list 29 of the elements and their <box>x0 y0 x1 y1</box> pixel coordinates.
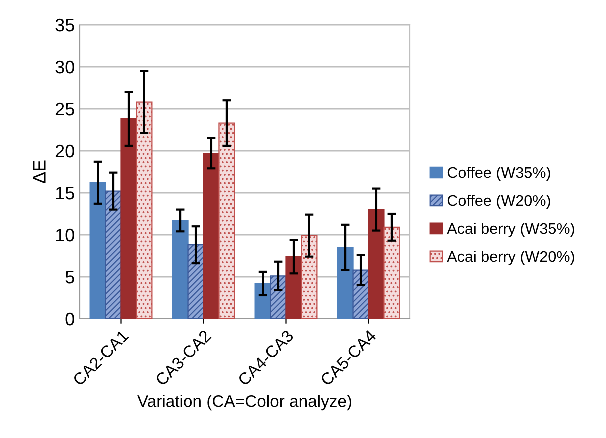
legend-label: Acai berry (W35%) <box>447 222 574 238</box>
y-tick-label: 15 <box>56 187 74 200</box>
bar <box>301 235 318 319</box>
bar <box>188 244 204 319</box>
bar <box>384 226 400 319</box>
bar <box>368 209 385 319</box>
bar <box>105 190 122 319</box>
legend-label: Coffee (W35%) <box>448 166 550 182</box>
y-tick-label: 10 <box>56 228 74 242</box>
x-axis-title: Variation (CA=Color analyze) <box>138 395 352 411</box>
y-tick-label: 30 <box>56 60 74 74</box>
bar <box>270 276 287 319</box>
legend-label: Coffee (W20%) <box>448 194 550 210</box>
y-tick-label: 5 <box>66 271 74 284</box>
bar <box>286 256 302 319</box>
legend-label: Acai berry (W20%) <box>447 250 574 266</box>
bar <box>218 122 236 319</box>
y-tick-label: 35 <box>56 18 74 32</box>
y-tick-label: 20 <box>56 144 74 158</box>
bar <box>120 118 138 319</box>
y-axis-title: ΔE <box>33 160 46 184</box>
bar <box>136 102 153 319</box>
bar <box>203 152 220 319</box>
y-tick-label: 0 <box>66 312 74 326</box>
bar <box>337 247 354 319</box>
y-tick-label: 25 <box>56 102 74 116</box>
bar <box>90 182 106 319</box>
bar <box>172 220 189 319</box>
bar <box>352 270 370 319</box>
